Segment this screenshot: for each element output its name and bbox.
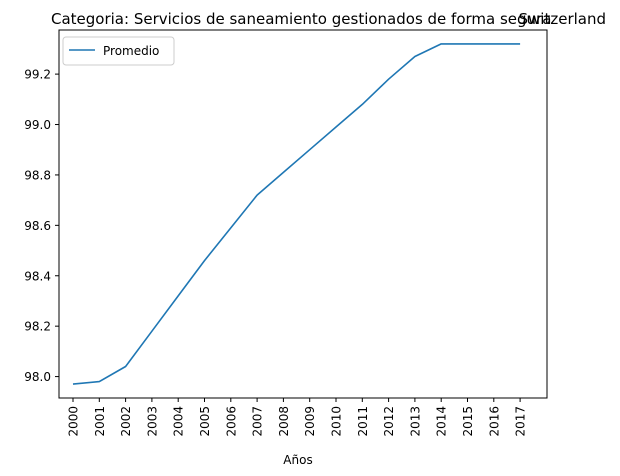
x-tick-label: 2017 (514, 406, 528, 437)
series-line-0 (72, 43, 521, 385)
y-tick-label: 98.8 (24, 168, 51, 182)
x-tick-label: 2016 (487, 406, 501, 437)
plot-area (59, 30, 547, 398)
x-tick-label: 2015 (461, 406, 475, 437)
y-tick-label: 98.2 (24, 320, 51, 334)
x-tick-label: 2000 (67, 406, 81, 437)
y-axis: 98.0 98.2 98.4 98.6 98.8 99.0 99.2 (24, 68, 59, 384)
y-tick-label: 99.0 (24, 118, 51, 132)
x-tick-label: 2005 (198, 406, 212, 437)
x-tick-label: 2009 (303, 406, 317, 437)
x-tick-label: 2001 (93, 406, 107, 437)
x-tick-label: 2006 (224, 406, 238, 437)
legend-box (62, 36, 175, 66)
chart-subtitle-country: Switzerland (519, 10, 607, 28)
x-tick-label: 2013 (408, 406, 422, 437)
plot-frame (58, 29, 548, 399)
legend-label: Promedio (103, 44, 159, 58)
chart-title: Categoria: Servicios de saneamiento gest… (51, 10, 551, 28)
x-tick-label: 2002 (119, 406, 133, 437)
x-tick-label: 2014 (435, 406, 449, 437)
y-tick-label: 98.6 (24, 219, 51, 233)
x-axis: 2000 2001 2002 2003 2004 2005 2006 2007 2008 2009… (67, 398, 528, 437)
x-tick-label: 2003 (145, 406, 159, 437)
x-axis-label: Años (283, 453, 312, 467)
legend: Promedio (62, 36, 175, 66)
y-tick-label: 98.4 (24, 269, 51, 283)
y-tick-label: 99.2 (24, 68, 51, 82)
x-tick-label: 2012 (382, 406, 396, 437)
y-tick-label: 98.0 (24, 370, 51, 384)
x-tick-label: 2004 (172, 406, 186, 437)
x-tick-label: 2008 (277, 406, 291, 437)
x-tick-label: 2007 (251, 406, 265, 437)
x-tick-label: 2010 (330, 406, 344, 437)
series-layer (72, 43, 521, 385)
x-tick-label: 2011 (356, 406, 370, 437)
